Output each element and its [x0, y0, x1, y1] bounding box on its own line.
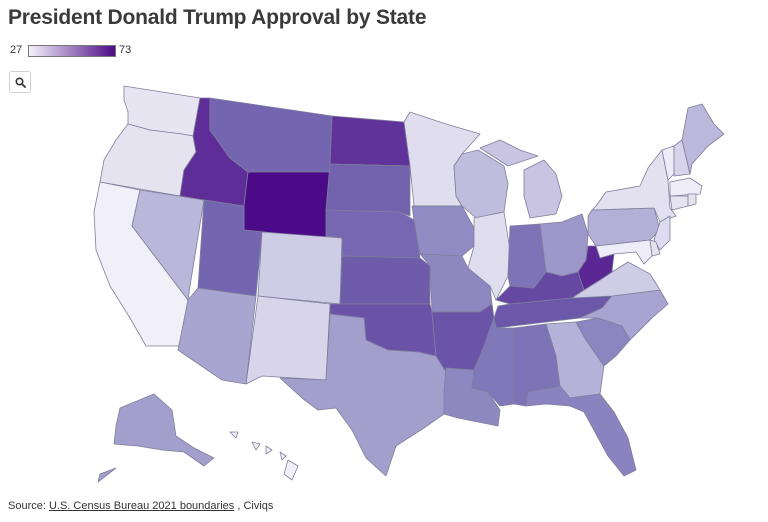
- source-note: Source: U.S. Census Bureau 2021 boundari…: [8, 500, 273, 512]
- magnifier-icon: [14, 76, 26, 88]
- state-north-dakota[interactable]: [329, 115, 411, 167]
- state-indiana[interactable]: [507, 223, 547, 289]
- state-iowa[interactable]: [411, 205, 475, 257]
- state-kansas[interactable]: [339, 255, 431, 305]
- search-button[interactable]: [9, 71, 31, 93]
- state-connecticut[interactable]: [669, 195, 689, 211]
- state-new-jersey[interactable]: [653, 215, 671, 251]
- legend-min-label: 27: [10, 44, 23, 56]
- state-arizona[interactable]: [177, 287, 257, 385]
- state-massachusetts[interactable]: [669, 177, 703, 197]
- legend-max-label: 73: [119, 44, 132, 56]
- state-michigan[interactable]: [479, 139, 563, 219]
- state-new-york[interactable]: [591, 149, 677, 223]
- legend-gradient-bar: [28, 45, 116, 57]
- source-separator: ,: [234, 500, 244, 512]
- state-maryland[interactable]: [595, 239, 653, 265]
- state-wisconsin[interactable]: [453, 149, 509, 219]
- state-hawaii[interactable]: [229, 431, 299, 481]
- state-alaska[interactable]: [97, 393, 215, 483]
- state-texas[interactable]: [279, 313, 447, 477]
- state-florida[interactable]: [525, 385, 637, 477]
- state-south-dakota[interactable]: [325, 163, 411, 217]
- state-colorado[interactable]: [257, 231, 343, 305]
- source-link-census[interactable]: U.S. Census Bureau 2021 boundaries: [48, 500, 235, 512]
- state-wyoming[interactable]: [243, 171, 331, 239]
- state-rhode-island[interactable]: [687, 193, 697, 207]
- state-new-mexico[interactable]: [245, 295, 331, 385]
- state-mississippi[interactable]: [471, 317, 515, 407]
- state-maine[interactable]: [681, 103, 725, 175]
- state-ohio[interactable]: [539, 213, 589, 277]
- source-civiqs: Civiqs: [243, 500, 274, 512]
- source-prefix: Source:: [8, 500, 49, 512]
- map-title: President Donald Trump Approval by State: [8, 6, 427, 29]
- state-north-carolina[interactable]: [579, 289, 669, 341]
